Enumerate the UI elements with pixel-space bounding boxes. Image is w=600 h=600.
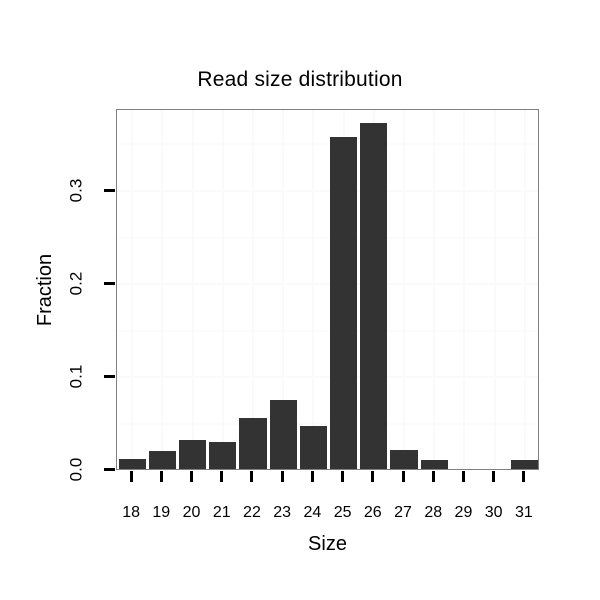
gridline-vertical bbox=[191, 110, 194, 469]
y-axis-tick-label: 0.3 bbox=[64, 167, 88, 213]
x-axis-tick bbox=[220, 471, 224, 482]
x-axis-tick bbox=[431, 471, 435, 482]
y-axis-tick bbox=[104, 281, 115, 285]
gridline-horizontal bbox=[117, 190, 538, 192]
gridline-vertical bbox=[161, 110, 164, 469]
x-axis-tick bbox=[310, 471, 314, 482]
gridline-vertical bbox=[523, 110, 526, 469]
y-axis-tick-label-text: 0.1 bbox=[66, 364, 86, 389]
y-axis-tick bbox=[104, 468, 115, 471]
gridline-vertical bbox=[312, 110, 315, 469]
x-axis-tick bbox=[341, 471, 345, 482]
x-axis-tick-label: 30 bbox=[484, 504, 503, 521]
y-axis-tick-label: 0.1 bbox=[64, 353, 88, 399]
bar bbox=[511, 460, 538, 469]
y-axis-tick bbox=[104, 374, 115, 378]
x-axis-tick-label: 25 bbox=[333, 504, 352, 521]
y-axis-title: Fraction bbox=[31, 109, 59, 470]
x-axis-tick bbox=[522, 471, 526, 482]
bar bbox=[118, 459, 146, 469]
x-axis-tick-label: 22 bbox=[243, 504, 261, 521]
x-axis-tick-label: 27 bbox=[394, 504, 412, 521]
bar bbox=[148, 450, 176, 469]
x-axis-tick bbox=[371, 471, 375, 482]
bar bbox=[239, 418, 267, 469]
bars-group bbox=[117, 110, 538, 469]
bar bbox=[269, 399, 297, 469]
x-axis-tick bbox=[190, 471, 194, 482]
bar bbox=[390, 449, 418, 469]
y-axis-tick-label: 0.2 bbox=[64, 260, 88, 306]
gridline-horizontal bbox=[117, 283, 538, 286]
x-axis-tick-label: 19 bbox=[152, 504, 171, 521]
bar bbox=[178, 439, 207, 469]
y-axis-tick-label-text: 0.2 bbox=[66, 271, 86, 295]
x-axis-tick-label: 23 bbox=[273, 504, 292, 521]
x-axis-tick-label: 31 bbox=[514, 504, 533, 521]
gridline-vertical bbox=[463, 110, 466, 469]
y-axis-tick bbox=[104, 188, 115, 192]
gridline-horizontal bbox=[117, 376, 538, 379]
x-axis-tick-label: 20 bbox=[182, 504, 201, 521]
gridline-vertical bbox=[493, 110, 496, 469]
gridline-vertical bbox=[403, 110, 406, 469]
x-axis-tick bbox=[250, 471, 254, 482]
gridline-vertical bbox=[221, 110, 224, 469]
bar bbox=[330, 136, 358, 469]
x-axis-tick-label: 21 bbox=[212, 504, 231, 521]
bar bbox=[209, 442, 237, 469]
x-axis-tick-label: 24 bbox=[303, 504, 322, 521]
x-axis-tick-label: 18 bbox=[122, 504, 140, 521]
x-axis-tick bbox=[159, 471, 163, 482]
x-axis-tick-label: 26 bbox=[363, 504, 382, 521]
y-axis-tick-label-text: 0.3 bbox=[66, 178, 86, 202]
x-axis-title: Size bbox=[308, 533, 347, 555]
gridline-vertical bbox=[433, 110, 436, 469]
x-axis-tick bbox=[401, 471, 405, 482]
gridline-horizontal-minor bbox=[117, 329, 538, 332]
bar bbox=[299, 425, 327, 469]
chart-title: Read size distribution bbox=[197, 68, 403, 91]
plot-panel bbox=[116, 109, 539, 470]
y-axis-tick-label-text: 0.0 bbox=[66, 457, 86, 482]
gridline-vertical bbox=[282, 110, 285, 469]
gridline-vertical bbox=[251, 110, 254, 469]
x-axis-tick bbox=[129, 471, 133, 482]
x-axis-tick-label: 29 bbox=[454, 504, 473, 521]
x-axis-tick bbox=[461, 471, 465, 482]
x-axis-tick bbox=[280, 471, 284, 482]
gridline-horizontal-minor bbox=[117, 422, 538, 425]
x-axis-tick-label: 28 bbox=[424, 504, 443, 521]
gridline-vertical bbox=[131, 110, 134, 469]
gridline-horizontal-minor bbox=[117, 143, 538, 146]
gridline-horizontal bbox=[117, 470, 538, 471]
bar bbox=[420, 460, 448, 469]
bar bbox=[360, 122, 388, 469]
gridline-horizontal-minor bbox=[117, 236, 538, 239]
y-axis-tick-label: 0.0 bbox=[64, 447, 88, 493]
x-axis-tick bbox=[492, 471, 496, 482]
y-axis-title-text: Fraction bbox=[34, 253, 56, 326]
